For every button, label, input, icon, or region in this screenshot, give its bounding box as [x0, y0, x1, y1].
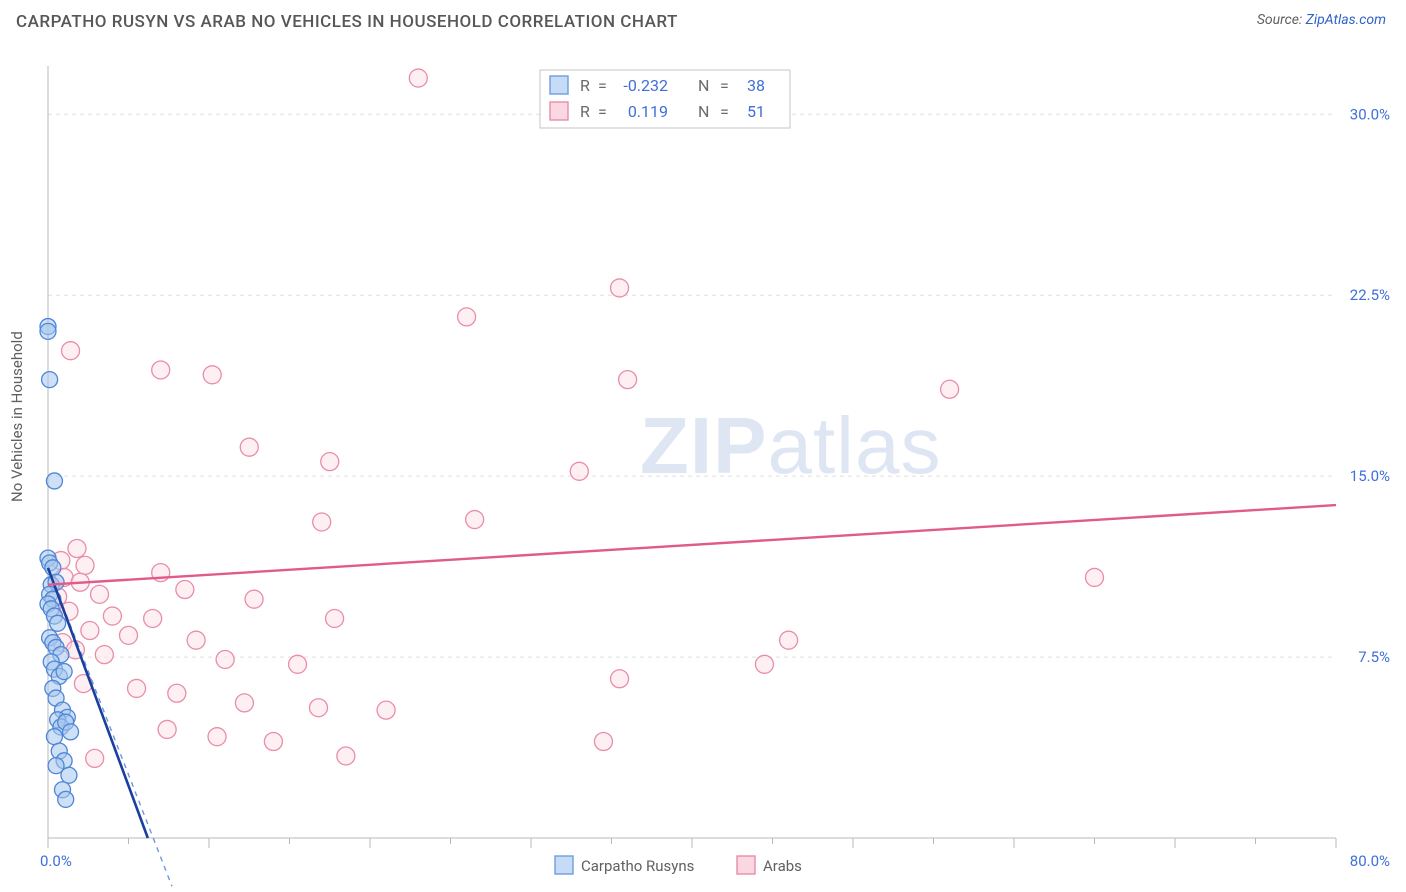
- legend-label: Carpatho Rusyns: [581, 857, 694, 875]
- scatter-point-arabs: [76, 556, 94, 574]
- stats-eq: =: [598, 76, 607, 95]
- stats-r-value: 0.119: [628, 102, 668, 121]
- scatter-point-arabs: [326, 609, 344, 627]
- y-tick-label: 15.0%: [1350, 467, 1390, 485]
- scatter-point-arabs: [409, 69, 427, 87]
- scatter-point-carpatho: [42, 372, 58, 388]
- scatter-point-arabs: [619, 371, 637, 389]
- scatter-point-arabs: [158, 720, 176, 738]
- source-link[interactable]: ZipAtlas.com: [1306, 12, 1386, 28]
- scatter-point-arabs: [611, 670, 629, 688]
- stats-swatch: [550, 76, 568, 94]
- scatter-point-arabs: [337, 747, 355, 765]
- stats-n-value: 51: [747, 102, 765, 121]
- scatter-point-arabs: [168, 684, 186, 702]
- stats-r-label: R: [580, 102, 590, 121]
- scatter-point-arabs: [128, 679, 146, 697]
- scatter-point-arabs: [95, 646, 113, 664]
- scatter-point-arabs: [780, 631, 798, 649]
- correlation-scatter-chart: 7.5% 15.0% 22.5% 30.0% 0.0% 80.0% No Vehicles …: [0, 50, 1406, 892]
- x-min-label: 0.0%: [40, 852, 72, 870]
- scatter-point-arabs: [144, 609, 162, 627]
- scatter-point-arabs: [240, 438, 258, 456]
- scatter-point-arabs: [289, 655, 307, 673]
- scatter-point-arabs: [62, 342, 80, 360]
- scatter-point-arabs: [245, 590, 263, 608]
- scatter-point-arabs: [466, 511, 484, 529]
- scatter-point-carpatho: [50, 615, 66, 631]
- scatter-point-carpatho: [46, 473, 62, 489]
- stats-r-value: -0.232: [623, 76, 668, 95]
- scatter-point-arabs: [208, 728, 226, 746]
- stats-n-label: N: [698, 76, 709, 95]
- scatter-point-arabs: [321, 453, 339, 471]
- scatter-point-arabs: [81, 622, 99, 640]
- scatter-point-carpatho: [58, 791, 74, 807]
- scatter-point-carpatho: [40, 323, 56, 339]
- scatter-point-arabs: [203, 366, 221, 384]
- scatter-point-arabs: [152, 361, 170, 379]
- stats-n-value: 38: [747, 76, 765, 95]
- scatter-point-arabs: [264, 733, 282, 751]
- stats-eq2: =: [720, 102, 729, 121]
- y-tick-label: 30.0%: [1350, 105, 1390, 123]
- legend-label: Arabs: [763, 857, 802, 875]
- stats-eq: =: [598, 102, 607, 121]
- scatter-point-arabs: [91, 585, 109, 603]
- stats-r-label: R: [580, 76, 590, 95]
- legend-swatch: [737, 856, 755, 874]
- trendline-b: [48, 505, 1336, 585]
- stats-n-label: N: [698, 102, 709, 121]
- scatter-point-carpatho: [61, 767, 77, 783]
- scatter-point-arabs: [941, 380, 959, 398]
- scatter-point-carpatho: [46, 729, 62, 745]
- scatter-point-arabs: [611, 279, 629, 297]
- chart-title: CARPATHO RUSYN VS ARAB NO VEHICLES IN HO…: [16, 12, 678, 32]
- chart-container: 7.5% 15.0% 22.5% 30.0% 0.0% 80.0% No Vehicles …: [0, 50, 1406, 892]
- y-tick-label: 7.5%: [1358, 648, 1390, 666]
- y-tick-label: 22.5%: [1350, 286, 1390, 304]
- scatter-point-arabs: [377, 701, 395, 719]
- x-max-label: 80.0%: [1350, 852, 1390, 870]
- scatter-point-arabs: [458, 308, 476, 326]
- scatter-point-arabs: [594, 733, 612, 751]
- scatter-point-arabs: [235, 694, 253, 712]
- scatter-point-arabs: [103, 607, 121, 625]
- scatter-point-carpatho: [63, 724, 79, 740]
- scatter-point-arabs: [216, 650, 234, 668]
- scatter-point-arabs: [187, 631, 205, 649]
- scatter-point-arabs: [1086, 568, 1104, 586]
- scatter-point-arabs: [755, 655, 773, 673]
- scatter-point-carpatho: [56, 664, 72, 680]
- scatter-point-carpatho: [45, 560, 61, 576]
- legend-swatch: [555, 856, 573, 874]
- scatter-point-arabs: [313, 513, 331, 531]
- source-prefix: Source:: [1257, 12, 1306, 28]
- stats-eq2: =: [720, 76, 729, 95]
- stats-swatch: [550, 102, 568, 120]
- scatter-point-arabs: [570, 462, 588, 480]
- source-label: Source: ZipAtlas.com: [1257, 12, 1386, 28]
- scatter-point-arabs: [120, 626, 138, 644]
- scatter-point-arabs: [309, 699, 327, 717]
- scatter-point-arabs: [176, 581, 194, 599]
- scatter-point-arabs: [86, 749, 104, 767]
- y-axis-label: No Vehicles in Household: [8, 331, 26, 502]
- scatter-point-arabs: [68, 540, 86, 558]
